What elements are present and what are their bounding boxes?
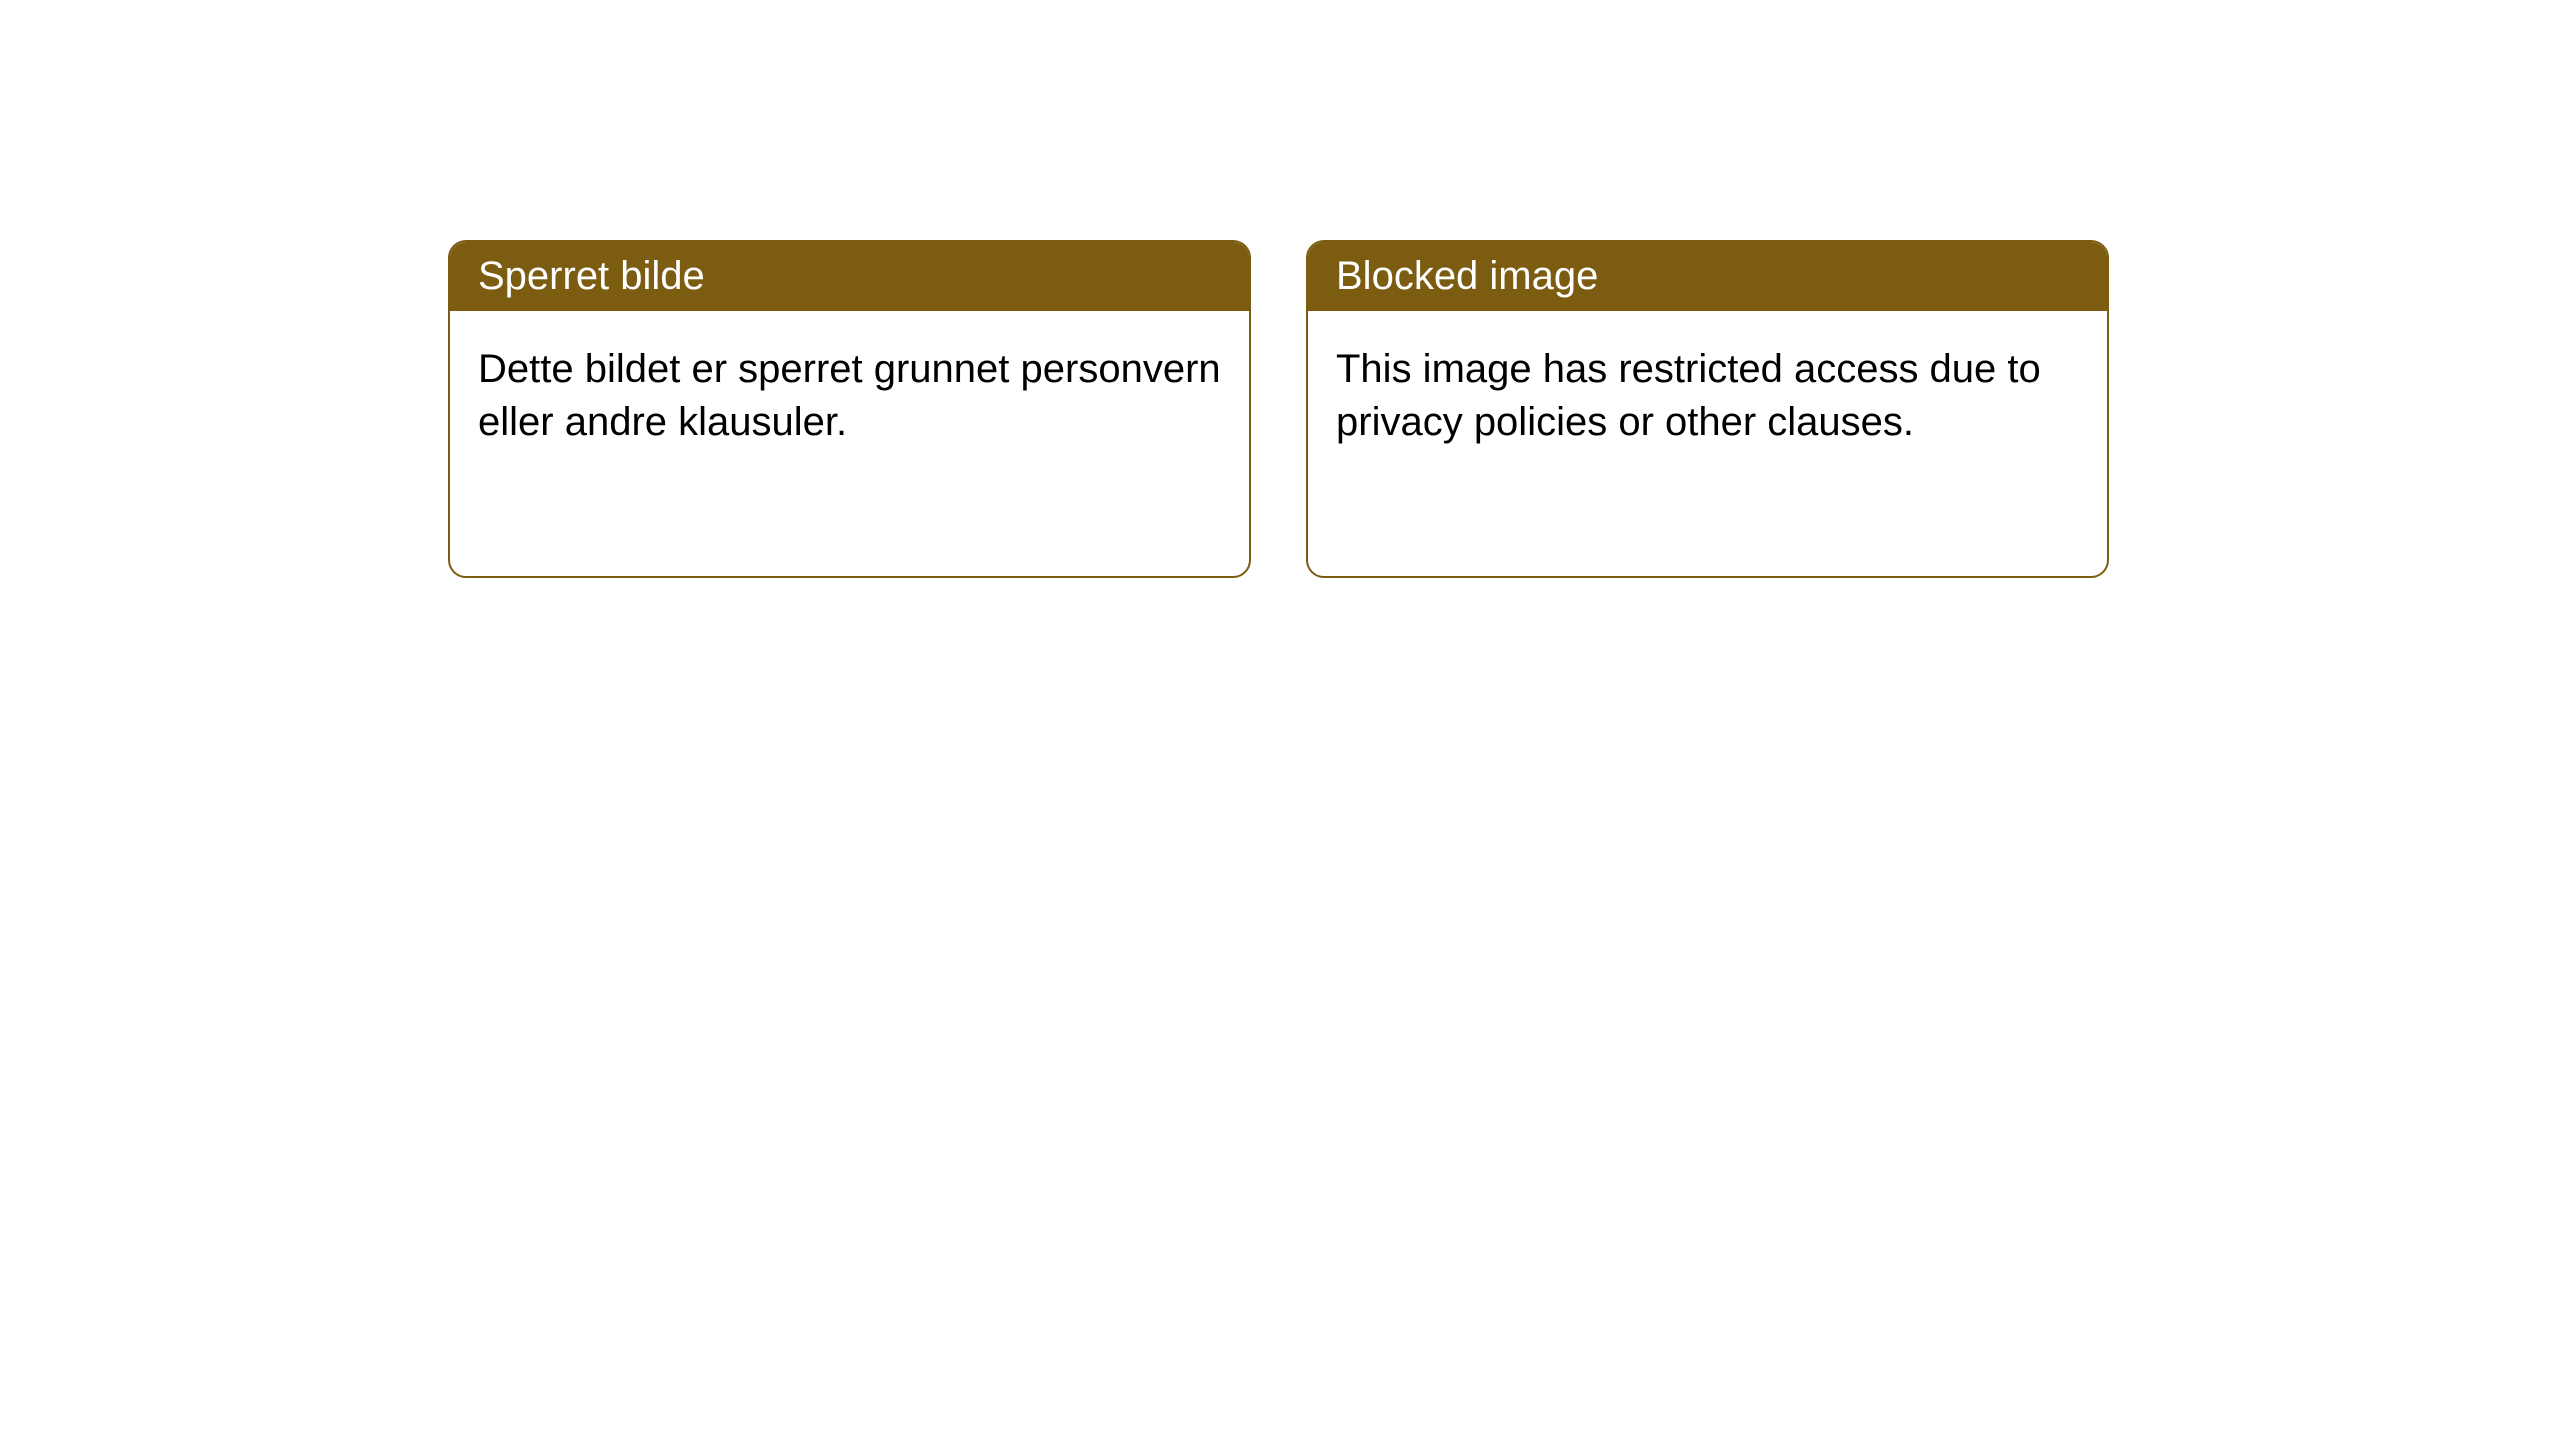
card-header: Blocked image bbox=[1308, 242, 2107, 311]
card-body: Dette bildet er sperret grunnet personve… bbox=[450, 311, 1249, 481]
card-title: Sperret bilde bbox=[478, 254, 705, 298]
notice-card-norwegian: Sperret bilde Dette bildet er sperret gr… bbox=[448, 240, 1251, 578]
card-body-text: Dette bildet er sperret grunnet personve… bbox=[478, 347, 1221, 444]
card-body: This image has restricted access due to … bbox=[1308, 311, 2107, 481]
notice-container: Sperret bilde Dette bildet er sperret gr… bbox=[448, 240, 2109, 578]
card-body-text: This image has restricted access due to … bbox=[1336, 347, 2041, 444]
card-title: Blocked image bbox=[1336, 254, 1598, 298]
card-header: Sperret bilde bbox=[450, 242, 1249, 311]
notice-card-english: Blocked image This image has restricted … bbox=[1306, 240, 2109, 578]
